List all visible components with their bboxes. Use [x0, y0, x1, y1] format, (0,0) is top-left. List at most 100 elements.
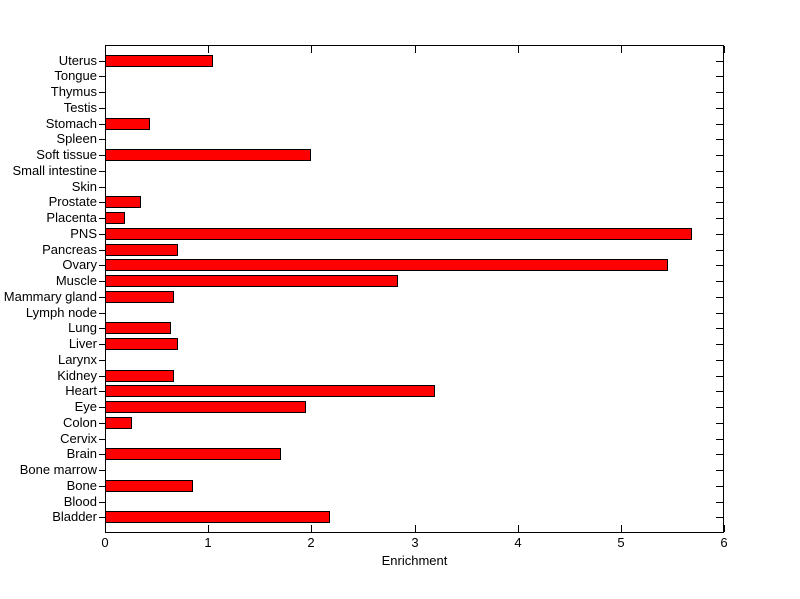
y-tick-left — [99, 313, 105, 314]
x-tick-label: 3 — [411, 535, 419, 550]
x-tick-top — [208, 46, 209, 53]
y-tick-left — [99, 517, 105, 518]
y-tick-label-bone: Bone — [66, 478, 97, 493]
y-tick-label-small-intestine: Small intestine — [12, 163, 97, 178]
x-tick-bottom — [311, 525, 312, 532]
bar-mammary-gland — [105, 291, 174, 303]
y-tick-right — [716, 517, 723, 518]
y-tick-right — [716, 92, 723, 93]
x-tick-bottom — [518, 525, 519, 532]
y-tick-right — [716, 344, 723, 345]
bar-bone — [105, 480, 193, 492]
y-tick-right — [716, 155, 723, 156]
y-tick-left — [99, 486, 105, 487]
y-tick-left — [99, 439, 105, 440]
x-tick-bottom — [105, 525, 106, 532]
y-tick-right — [716, 376, 723, 377]
bar-lung — [105, 322, 171, 334]
y-tick-label-heart: Heart — [65, 383, 97, 398]
y-tick-left — [99, 423, 105, 424]
x-tick-bottom — [621, 525, 622, 532]
y-tick-right — [716, 139, 723, 140]
x-tick-label: 6 — [720, 535, 728, 550]
y-tick-label-spleen: Spleen — [56, 131, 97, 146]
y-tick-right — [716, 407, 723, 408]
x-tick-top — [621, 46, 622, 53]
y-tick-right — [716, 423, 723, 424]
y-tick-right — [716, 502, 723, 503]
y-tick-right — [716, 187, 723, 188]
y-tick-right — [716, 124, 723, 125]
y-tick-label-thymus: Thymus — [50, 84, 97, 99]
y-tick-left — [99, 391, 105, 392]
y-tick-label-lung: Lung — [68, 320, 97, 335]
y-tick-left — [99, 376, 105, 377]
y-tick-right — [716, 108, 723, 109]
y-tick-left — [99, 407, 105, 408]
y-tick-right — [716, 61, 723, 62]
y-tick-label-lymph-node: Lymph node — [25, 305, 97, 320]
y-tick-left — [99, 250, 105, 251]
y-tick-left — [99, 344, 105, 345]
bar-kidney — [105, 370, 174, 382]
y-tick-left — [99, 470, 105, 471]
bar-uterus — [105, 55, 213, 67]
bar-prostate — [105, 196, 141, 208]
bar-muscle — [105, 275, 398, 287]
y-tick-label-liver: Liver — [68, 336, 97, 351]
y-tick-label-colon: Colon — [63, 415, 97, 430]
y-tick-left — [99, 281, 105, 282]
y-tick-label-prostate: Prostate — [48, 194, 97, 209]
x-tick-top — [724, 46, 725, 53]
bar-bladder — [105, 511, 330, 523]
x-tick-bottom — [415, 525, 416, 532]
x-tick-label: 4 — [514, 535, 522, 550]
y-tick-right — [716, 454, 723, 455]
y-tick-label-soft-tissue: Soft tissue — [36, 147, 97, 162]
x-tick-top — [105, 46, 106, 53]
y-tick-right — [716, 439, 723, 440]
y-tick-label-cervix: Cervix — [60, 431, 97, 446]
y-tick-label-stomach: Stomach — [45, 116, 97, 131]
x-tick-top — [311, 46, 312, 53]
y-tick-left — [99, 108, 105, 109]
y-tick-left — [99, 297, 105, 298]
y-tick-left — [99, 234, 105, 235]
y-tick-label-pancreas: Pancreas — [42, 242, 97, 257]
bar-eye — [105, 401, 306, 413]
y-tick-right — [716, 360, 723, 361]
bar-colon — [105, 417, 132, 429]
x-tick-top — [415, 46, 416, 53]
y-tick-left — [99, 76, 105, 77]
y-tick-right — [716, 171, 723, 172]
y-tick-left — [99, 139, 105, 140]
y-tick-left — [99, 155, 105, 156]
y-tick-right — [716, 265, 723, 266]
y-tick-left — [99, 328, 105, 329]
y-tick-label-bladder: Bladder — [52, 509, 97, 524]
bar-soft-tissue — [105, 149, 311, 161]
y-tick-label-placenta: Placenta — [46, 210, 97, 225]
bar-ovary — [105, 259, 668, 271]
y-tick-label-skin: Skin — [71, 179, 97, 194]
x-tick-label: 1 — [204, 535, 212, 550]
bar-placenta — [105, 212, 125, 224]
y-tick-right — [716, 297, 723, 298]
y-tick-left — [99, 202, 105, 203]
y-tick-label-blood: Blood — [63, 494, 97, 509]
y-tick-label-larynx: Larynx — [57, 352, 97, 367]
y-tick-left — [99, 61, 105, 62]
bar-heart — [105, 385, 435, 397]
y-tick-label-mammary-gland: Mammary gland — [3, 289, 97, 304]
y-tick-right — [716, 234, 723, 235]
y-tick-right — [716, 470, 723, 471]
y-tick-left — [99, 124, 105, 125]
y-tick-label-eye: Eye — [74, 399, 97, 414]
x-axis-title: Enrichment — [381, 553, 448, 568]
bar-brain — [105, 448, 281, 460]
y-tick-right — [716, 486, 723, 487]
y-tick-label-uterus: Uterus — [58, 53, 97, 68]
y-tick-label-ovary: Ovary — [62, 257, 97, 272]
y-tick-right — [716, 391, 723, 392]
